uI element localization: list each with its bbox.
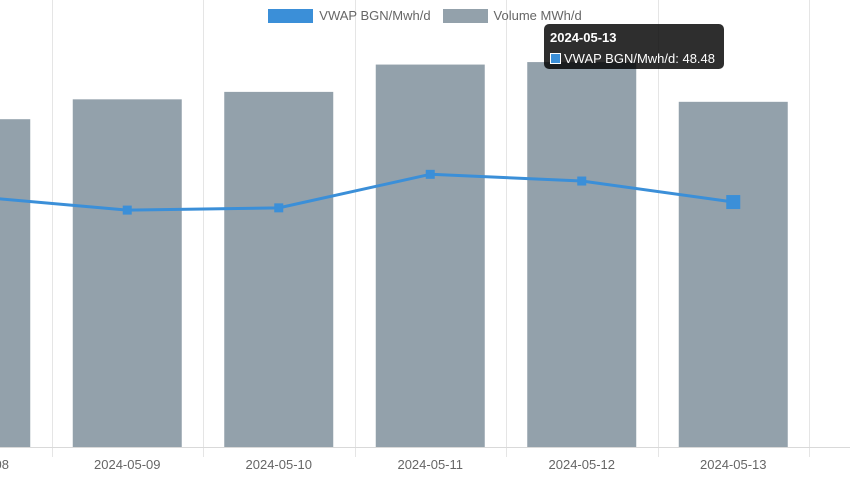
legend-item-volume[interactable]: Volume MWh/d xyxy=(442,8,582,23)
legend-label-volume: Volume MWh/d xyxy=(493,8,582,23)
vwap-point xyxy=(577,176,587,186)
bar xyxy=(678,101,788,448)
x-tick-label: 2024-05-11 xyxy=(397,457,463,472)
legend-label-vwap: VWAP BGN/Mwh/d xyxy=(319,8,431,23)
vwap-point xyxy=(122,205,132,215)
bar xyxy=(375,64,485,448)
x-tick-label: 2024-05-09 xyxy=(94,457,161,472)
vwap-point xyxy=(425,169,435,179)
x-tick-label: 2024-05-12 xyxy=(549,457,616,472)
vwap-point xyxy=(274,203,284,213)
legend-swatch-volume xyxy=(442,8,488,23)
x-tick-label: 2024-05-08 xyxy=(0,457,9,472)
x-tick-label: 2024-05-13 xyxy=(700,457,767,472)
bar xyxy=(72,99,182,447)
legend-item-vwap[interactable]: VWAP BGN/Mwh/d xyxy=(268,8,431,23)
chart-legend: VWAP BGN/Mwh/d Volume MWh/d xyxy=(0,8,850,23)
bar xyxy=(0,119,31,447)
vwap-line xyxy=(0,172,734,212)
x-tick-label: 2024-05-10 xyxy=(246,457,313,472)
vwap-point-active xyxy=(726,195,741,210)
bar xyxy=(527,62,637,447)
bar xyxy=(224,91,334,447)
legend-swatch-vwap xyxy=(268,8,314,23)
